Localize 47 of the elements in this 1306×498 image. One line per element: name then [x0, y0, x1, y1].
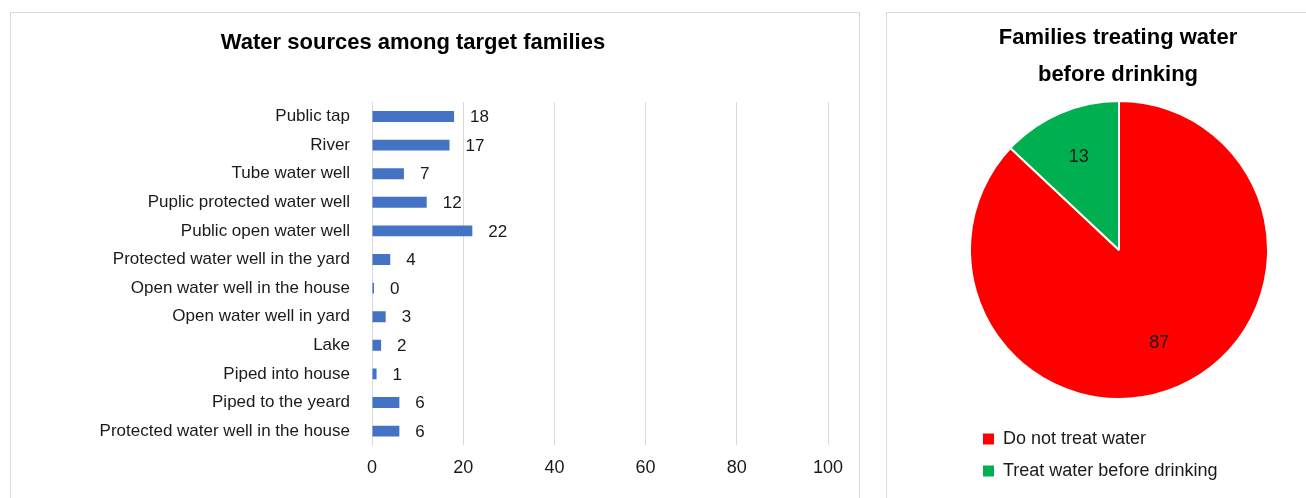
- x-tick-label: 80: [726, 457, 747, 478]
- data-label: 18: [470, 107, 489, 127]
- y-tick-label: Protected water well in the house: [99, 420, 350, 440]
- y-tick-label: Public open water well: [180, 220, 350, 240]
- y-tick-label: Open water well in yard: [172, 306, 350, 326]
- y-tick-label: Piped to the yeard: [212, 392, 350, 412]
- bar: [372, 111, 455, 122]
- bar: [372, 339, 382, 351]
- bar: [372, 139, 450, 151]
- data-label: 22: [488, 221, 508, 241]
- data-label: 17: [465, 135, 485, 155]
- data-label: 6: [415, 421, 425, 441]
- y-tick-label: Piped into house: [223, 363, 350, 383]
- data-label: 87: [1149, 331, 1170, 352]
- y-tick-label: Lake: [313, 334, 350, 354]
- x-tick-label: 100: [812, 457, 844, 478]
- bar: [372, 225, 473, 237]
- bar: [372, 196, 427, 208]
- y-tick-label: River: [310, 134, 351, 154]
- y-tick-label: Tube water well: [231, 163, 350, 183]
- y-tick-label: Puplic protected water well: [147, 191, 350, 211]
- legend-label: Treat water before drinking: [1003, 459, 1218, 480]
- data-label: 12: [442, 192, 462, 212]
- chart-title: Families treating water before drinking: [997, 23, 1239, 88]
- data-label: 1: [392, 364, 403, 384]
- data-label: 4: [406, 250, 416, 270]
- data-label: 7: [419, 164, 430, 184]
- data-label: 2: [397, 335, 407, 355]
- bar: [372, 311, 386, 323]
- x-tick-label: 40: [544, 457, 565, 478]
- data-label: 0: [390, 278, 400, 298]
- x-tick-label: 0: [366, 457, 378, 478]
- x-tick-label: 20: [453, 457, 474, 478]
- y-tick-label: Protected water well in the yard: [112, 249, 350, 269]
- bar: [372, 168, 404, 180]
- y-tick-label: Public tap: [275, 106, 350, 126]
- legend-label: Do not treat water: [1003, 427, 1147, 448]
- bar: [372, 254, 391, 265]
- bar: [372, 397, 400, 408]
- y-tick-label: Open water well in the house: [130, 277, 350, 297]
- bar: [372, 425, 400, 437]
- x-tick-label: 60: [635, 457, 656, 478]
- data-label: 3: [401, 307, 412, 327]
- chart-title: Water sources among target families: [219, 28, 607, 56]
- data-label: 13: [1068, 145, 1089, 166]
- data-label: 6: [415, 393, 425, 413]
- bar: [372, 368, 377, 380]
